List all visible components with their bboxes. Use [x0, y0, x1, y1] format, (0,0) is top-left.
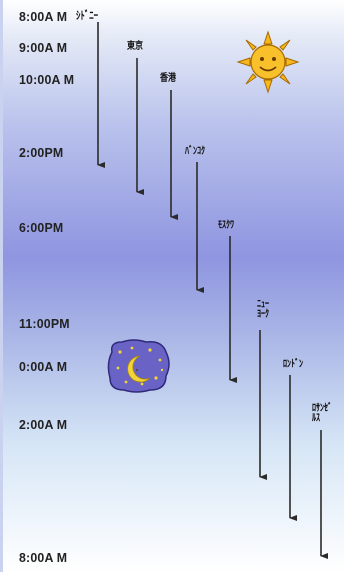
city-label-sydney: ｼﾄﾞﾆｰ	[76, 10, 98, 22]
moon-icon	[107, 339, 170, 393]
time-label-london: 0:00A M	[19, 359, 68, 374]
time-label-bangkok: 2:00PM	[19, 145, 64, 160]
frame-edge	[0, 0, 3, 572]
city-label-newyork: ﾆｭｰ ﾖｰｸ	[257, 299, 269, 320]
city-label-tokyo: 東京	[127, 41, 143, 52]
city-label-losangeles: ﾛｻﾝｾﾞ ﾙｽ	[312, 403, 332, 424]
time-label-newyork: 11:00PM	[19, 316, 70, 331]
city-label-london: ﾛﾝﾄﾞﾝ	[283, 359, 303, 370]
time-label-sydney-morning: 8:00A M	[19, 9, 68, 24]
city-label-moscow: ﾓｽｸﾜ	[218, 220, 234, 231]
time-label-tokyo: 9:00A M	[19, 40, 68, 55]
city-label-hongkong: 香港	[160, 73, 176, 84]
time-label-moscow: 6:00PM	[19, 220, 64, 235]
sun-icon	[236, 30, 300, 94]
time-label-next-morning: 8:00A M	[19, 550, 68, 565]
time-label-hongkong: 10:00A M	[19, 72, 75, 87]
time-label-losangeles: 2:00A M	[19, 417, 68, 432]
city-label-bangkok: ﾊﾞﾝｺｸ	[185, 146, 205, 157]
